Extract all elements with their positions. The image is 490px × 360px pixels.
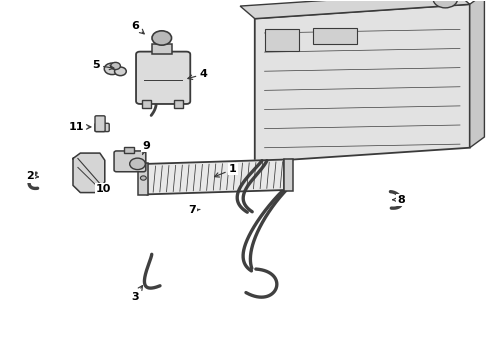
FancyBboxPatch shape	[314, 28, 357, 44]
Circle shape	[111, 62, 121, 69]
Text: 5: 5	[92, 60, 114, 70]
FancyBboxPatch shape	[174, 100, 183, 108]
Text: 7: 7	[188, 206, 200, 216]
FancyBboxPatch shape	[124, 147, 134, 153]
Polygon shape	[147, 159, 284, 194]
FancyBboxPatch shape	[265, 30, 299, 51]
Text: 8: 8	[393, 195, 405, 205]
FancyBboxPatch shape	[95, 116, 105, 132]
FancyBboxPatch shape	[136, 51, 190, 104]
Circle shape	[104, 63, 120, 75]
Circle shape	[130, 158, 146, 170]
Polygon shape	[255, 4, 470, 162]
Text: 6: 6	[131, 21, 144, 34]
Circle shape	[152, 31, 172, 45]
Polygon shape	[240, 0, 470, 19]
Text: 3: 3	[131, 285, 143, 302]
Circle shape	[141, 176, 147, 180]
FancyBboxPatch shape	[114, 151, 146, 172]
Circle shape	[115, 67, 126, 76]
FancyBboxPatch shape	[139, 163, 148, 195]
Text: 4: 4	[188, 69, 207, 80]
FancyBboxPatch shape	[284, 159, 293, 191]
Text: 11: 11	[69, 122, 91, 132]
Text: 10: 10	[96, 184, 111, 194]
FancyBboxPatch shape	[143, 100, 151, 108]
Circle shape	[433, 0, 458, 8]
Polygon shape	[73, 153, 105, 193]
Text: 2: 2	[26, 171, 38, 181]
Text: 1: 1	[215, 164, 237, 177]
Text: 9: 9	[143, 141, 150, 154]
Polygon shape	[470, 0, 485, 148]
FancyBboxPatch shape	[95, 123, 109, 132]
FancyBboxPatch shape	[151, 44, 172, 54]
